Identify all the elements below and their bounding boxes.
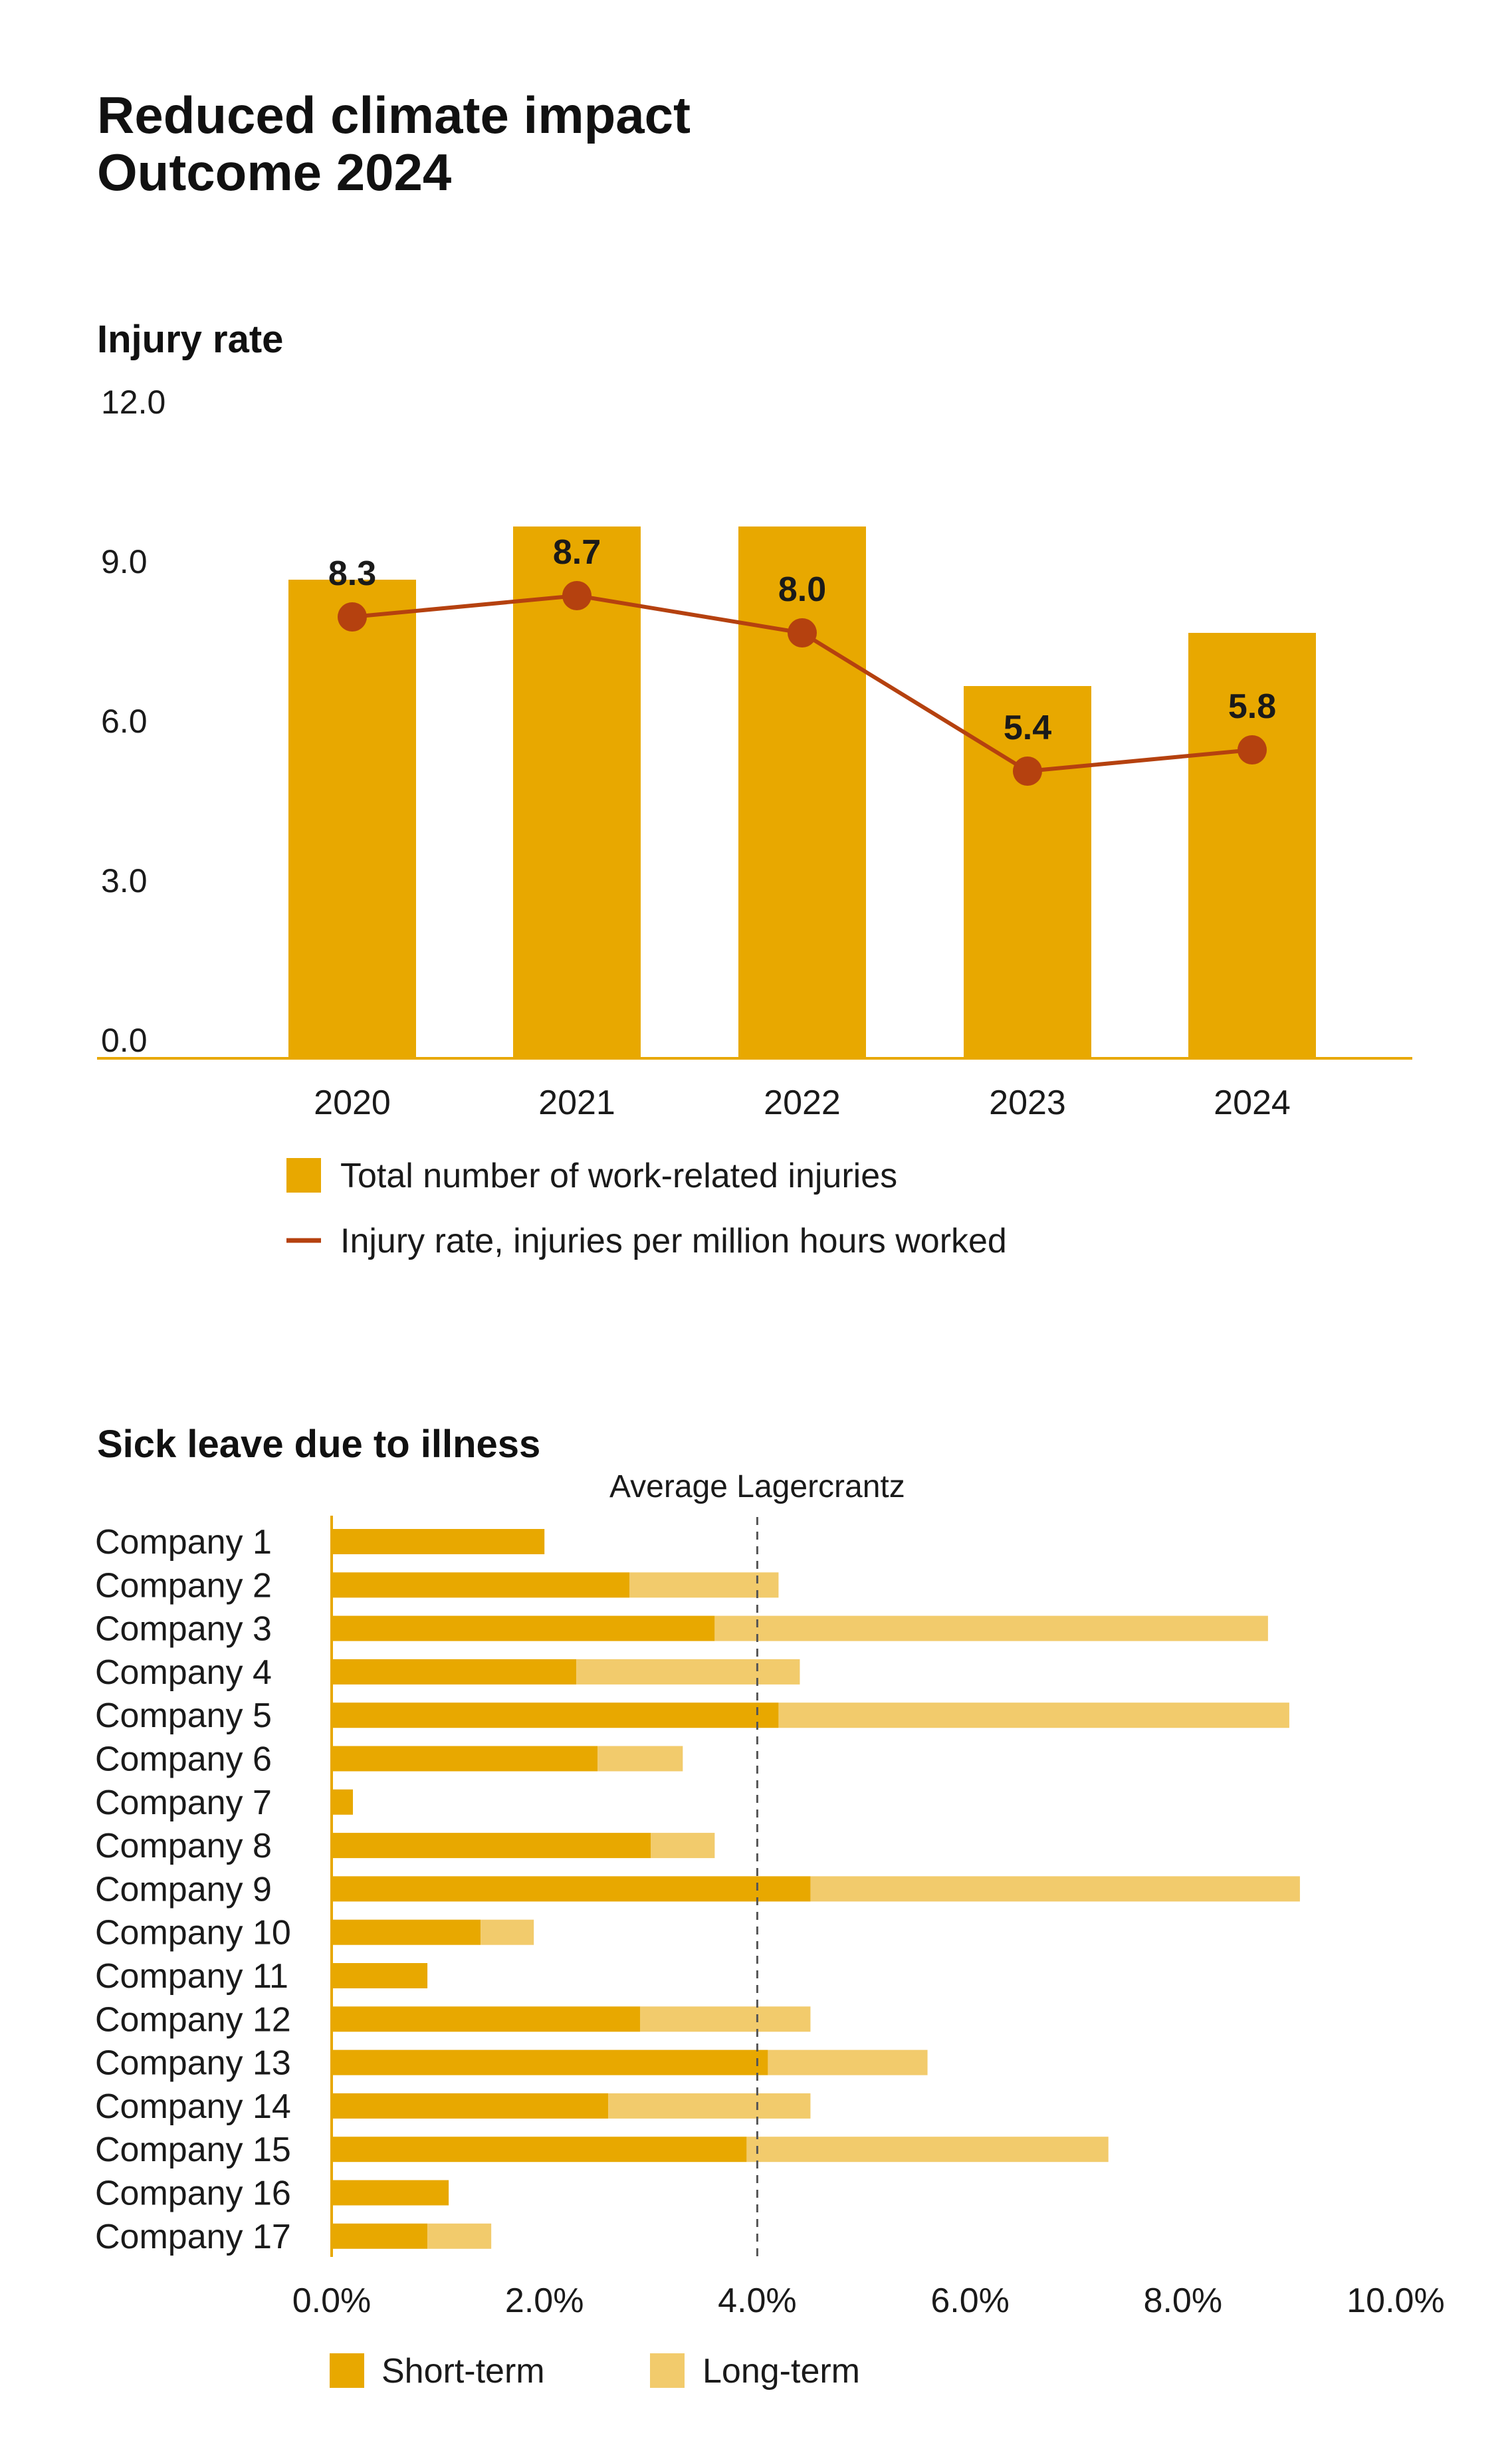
company-label: Company 7 [95,1784,272,1822]
injury-rate-point [788,618,817,647]
page-title: Reduced climate impact Outcome 2024 [97,86,691,201]
injuries-bar [513,526,641,1058]
company-label: Company 5 [95,1696,272,1735]
injury-rate-data-label: 8.3 [328,554,376,593]
injuries-bar [1188,633,1316,1058]
short-term-bar [332,1702,779,1728]
legend-bar-label: Total number of work-related injuries [340,1157,897,1195]
y-tick-label: 3.0 [101,862,148,899]
company-label: Company 17 [95,2218,291,2256]
x-tick-label: 2024 [1214,1084,1291,1122]
short-term-bar [332,2093,609,2119]
long-term-bar [576,1659,800,1685]
average-annotation: Average Lagercrantz [609,1469,905,1504]
x-tick-label: 2023 [989,1084,1066,1122]
long-term-bar [810,1876,1300,1902]
legend-long-term-label: Long-term [702,2352,860,2391]
long-term-bar [481,1919,534,1945]
injuries-bar [964,686,1091,1058]
long-term-bar [629,1572,779,1598]
company-label: Company 4 [95,1653,272,1692]
legend-long-term-swatch [650,2353,685,2388]
company-label: Company 6 [95,1740,272,1779]
injury-rate-data-label: 5.4 [1004,709,1051,747]
x-tick-label: 10.0% [1347,2282,1444,2320]
short-term-bar [332,1876,811,1902]
x-tick-label: 2022 [764,1084,841,1122]
legend-short-term-swatch [330,2353,364,2388]
short-term-bar [332,1833,651,1859]
company-label: Company 12 [95,2000,291,2039]
long-term-bar [597,1746,683,1772]
x-tick-label: 2021 [538,1084,615,1122]
x-tick-label: 8.0% [1144,2282,1223,2320]
company-label: Company 8 [95,1827,272,1865]
short-term-bar [332,1659,577,1685]
y-tick-label: 0.0 [101,1022,148,1059]
short-term-bar [332,1529,545,1554]
legend-short-term-label: Short-term [381,2352,545,2391]
long-term-bar [608,2093,811,2119]
y-tick-label: 6.0 [101,703,148,740]
short-term-bar [332,1746,598,1772]
company-label: Company 1 [95,1523,272,1562]
legend-line-label: Injury rate, injuries per million hours … [340,1222,1007,1260]
injury-rate-point [338,602,367,632]
short-term-bar [332,1919,481,1945]
injury-rate-point [1238,735,1267,764]
x-tick-label: 4.0% [718,2282,797,2320]
company-label: Company 15 [95,2131,291,2169]
long-term-bar [714,1615,1268,1641]
x-tick-label: 6.0% [930,2282,1010,2320]
y-tick-label: 9.0 [101,543,148,580]
short-term-bar [332,2180,449,2206]
long-term-bar [427,2223,492,2249]
company-label: Company 16 [95,2174,291,2213]
injury-rate-point [562,581,592,610]
injury-rate-data-label: 8.0 [778,570,826,609]
short-term-bar [332,2006,641,2032]
injuries-bar [288,580,416,1058]
company-label: Company 13 [95,2044,291,2083]
x-tick-label: 2.0% [505,2282,584,2320]
injuries-bar [738,526,866,1058]
company-label: Company 14 [95,2087,291,2126]
long-term-bar [651,1833,715,1859]
short-term-bar [332,2223,428,2249]
short-term-bar [332,1615,715,1641]
company-label: Company 10 [95,1914,291,1952]
legend-bar-swatch [286,1158,321,1193]
title-line-2: Outcome 2024 [97,143,452,201]
injury-chart-title: Injury rate [97,318,283,361]
title-line-1: Reduced climate impact [97,86,691,144]
injury-rate-point [1013,757,1042,786]
injury-rate-data-label: 5.8 [1228,687,1276,726]
short-term-bar [332,1789,354,1815]
x-tick-label: 2020 [314,1084,391,1122]
company-label: Company 9 [95,1870,272,1909]
short-term-bar [332,1963,428,1988]
injury-rate-chart: Injury rate 0.0 3.0 6.0 9.0 12.0 8.3 8.7 8.0 5.4 5… [97,318,1412,1260]
company-label: Company 2 [95,1566,272,1605]
company-label: Company 3 [95,1610,272,1649]
long-term-bar [768,2049,928,2075]
long-term-bar [778,1702,1289,1728]
sick-leave-chart-title: Sick leave due to illness [97,1423,540,1466]
injury-rate-data-label: 8.7 [553,533,601,572]
y-tick-label: 12.0 [101,384,165,421]
short-term-bar [332,1572,630,1598]
x-tick-label: 0.0% [292,2282,372,2320]
long-term-bar [746,2137,1109,2163]
short-term-bar [332,2049,768,2075]
short-term-bar [332,2137,747,2163]
company-label: Company 11 [95,1957,288,1996]
long-term-bar [640,2006,811,2032]
